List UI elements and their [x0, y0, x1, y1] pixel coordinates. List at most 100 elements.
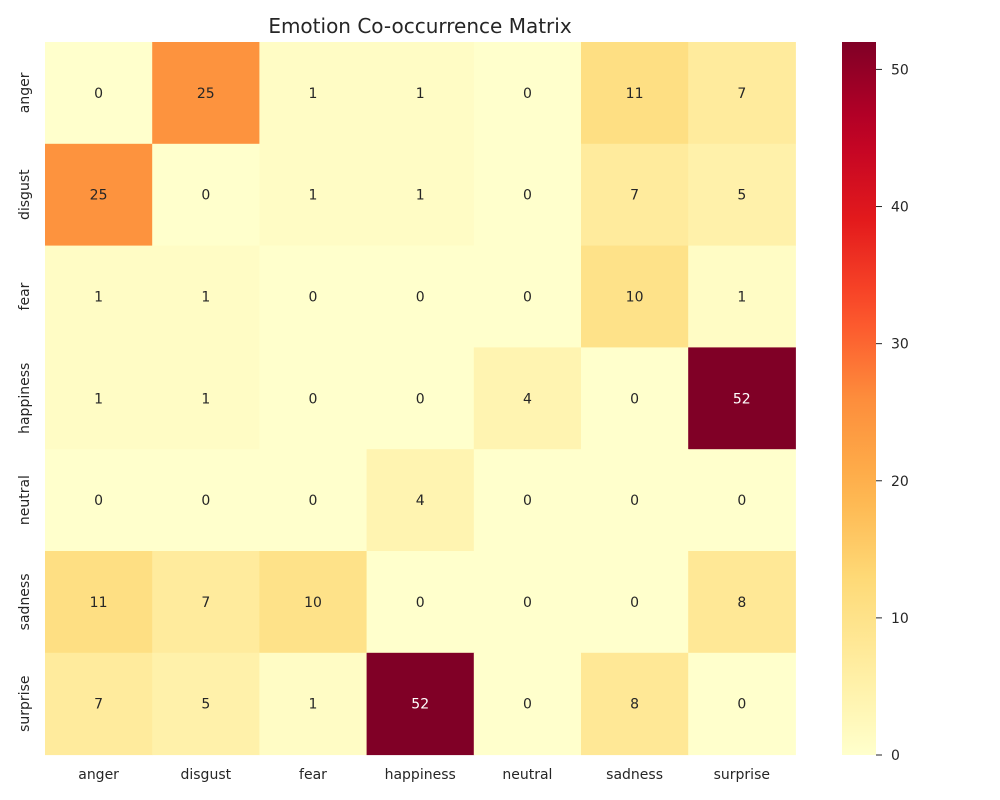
heatmap-cell-surprise-anger [45, 652, 153, 756]
colorbar-tick-label: 20 [891, 474, 909, 490]
heatmap-cell-fear-neutral [473, 245, 582, 348]
colorbar-tick-label: 0 [891, 748, 900, 764]
heatmap-cell-disgust-disgust [152, 143, 260, 247]
heatmap-cell-happiness-neutral [473, 347, 582, 450]
heatmap-cell-fear-disgust [152, 245, 260, 348]
chart-title: Emotion Co-occurrence Matrix [268, 14, 572, 38]
cell-value-label: 0 [94, 493, 103, 509]
heatmap-cell-disgust-anger [45, 143, 153, 247]
x-tick-label-fear: fear [299, 767, 327, 783]
cell-value-label: 0 [630, 391, 639, 407]
heatmap-cell-happiness-sadness [581, 347, 689, 450]
cell-value-label: 8 [737, 595, 746, 611]
x-tick-label-surprise: surprise [714, 767, 770, 783]
heatmap-cell-sadness-happiness [366, 551, 475, 654]
cell-value-label: 1 [416, 86, 425, 102]
heatmap-cell-anger-sadness [581, 42, 689, 145]
cell-value-label: 7 [737, 86, 746, 102]
heatmap-cell-disgust-happiness [366, 143, 475, 247]
cell-value-label: 0 [630, 493, 639, 509]
heatmap-cell-happiness-anger [45, 347, 153, 450]
heatmap-cell-anger-neutral [473, 42, 582, 145]
y-tick-label-happiness: happiness [17, 363, 33, 434]
colorbar-tick-label: 40 [891, 200, 909, 216]
x-tick-label-anger: anger [78, 767, 119, 783]
heatmap-cell-surprise-fear [259, 652, 368, 756]
cell-value-label: 0 [630, 595, 639, 611]
heatmap-cell-neutral-fear [259, 449, 368, 552]
heatmap-cell-happiness-fear [259, 347, 368, 450]
cell-value-label: 7 [630, 188, 639, 204]
cell-value-label: 1 [309, 188, 318, 204]
heatmap-cell-disgust-fear [259, 143, 368, 247]
cell-value-label: 25 [197, 86, 215, 102]
heatmap-cells: 0 25 1 1 0 11 725 0 1 1 0 7 51 1 0 0 0 10 11 1 0 0 4 0 520 0 0 4 0 0 0… [45, 42, 796, 756]
heatmap-cell-fear-happiness [366, 245, 475, 348]
heatmap-cell-sadness-neutral [473, 551, 582, 654]
heatmap-cell-anger-disgust [152, 42, 260, 145]
cell-value-label: 0 [416, 290, 425, 306]
cell-value-label: 0 [523, 188, 532, 204]
heatmap-cell-surprise-sadness [581, 652, 689, 756]
heatmap-cell-disgust-sadness [581, 143, 689, 247]
cell-value-label: 0 [94, 86, 103, 102]
heatmap-cell-disgust-neutral [473, 143, 582, 247]
heatmap-cell-surprise-disgust [152, 652, 260, 756]
cell-value-label: 10 [304, 595, 322, 611]
cell-value-label: 5 [201, 697, 210, 713]
heatmap-cell-surprise-surprise [688, 652, 796, 756]
y-tick-label-anger: anger [17, 72, 33, 113]
heatmap-cell-happiness-surprise [688, 347, 796, 450]
x-tick-label-neutral: neutral [502, 767, 552, 783]
cell-value-label: 0 [416, 391, 425, 407]
cell-value-label: 25 [90, 188, 108, 204]
y-tick-label-disgust: disgust [17, 169, 33, 220]
cell-value-label: 11 [626, 86, 644, 102]
heatmap-cell-surprise-happiness [366, 652, 475, 756]
cell-value-label: 1 [94, 290, 103, 306]
cell-value-label: 0 [523, 697, 532, 713]
heatmap-cell-anger-surprise [688, 42, 796, 145]
colorbar-tick-label: 50 [891, 62, 909, 78]
cell-value-label: 0 [523, 290, 532, 306]
cell-value-label: 1 [416, 188, 425, 204]
heatmap-cell-sadness-sadness [581, 551, 689, 654]
cell-value-label: 1 [309, 86, 318, 102]
y-tick-label-neutral: neutral [17, 475, 33, 525]
heatmap-cell-sadness-disgust [152, 551, 260, 654]
colorbar-gradient [842, 42, 876, 755]
cell-value-label: 0 [201, 188, 210, 204]
y-tick-label-surprise: surprise [17, 676, 33, 732]
heatmap-cell-surprise-neutral [473, 652, 582, 756]
heatmap-cell-sadness-surprise [688, 551, 796, 654]
cell-value-label: 1 [94, 391, 103, 407]
cell-value-label: 10 [626, 290, 644, 306]
cell-value-label: 0 [737, 697, 746, 713]
cell-value-label: 1 [309, 697, 318, 713]
cell-value-label: 7 [94, 697, 103, 713]
cell-value-label: 4 [416, 493, 425, 509]
cell-value-label: 0 [737, 493, 746, 509]
y-tick-label-sadness: sadness [17, 573, 33, 630]
heatmap-cell-neutral-happiness [366, 449, 475, 552]
cell-value-label: 8 [630, 697, 639, 713]
heatmap-cell-neutral-disgust [152, 449, 260, 552]
cell-value-label: 0 [309, 391, 318, 407]
heatmap-cell-anger-fear [259, 42, 368, 145]
heatmap-cell-sadness-fear [259, 551, 368, 654]
heatmap-cell-fear-fear [259, 245, 368, 348]
heatmap-cell-fear-surprise [688, 245, 796, 348]
x-axis-ticks: anger disgust fear happiness neutral sadness s… [78, 767, 770, 783]
cell-value-label: 1 [737, 290, 746, 306]
heatmap-cell-happiness-happiness [366, 347, 475, 450]
heatmap-cell-sadness-anger [45, 551, 153, 654]
y-axis-ticks: anger disgust fear happiness neutral sadness s… [17, 72, 33, 732]
heatmap-cell-disgust-surprise [688, 143, 796, 247]
cell-value-label: 0 [201, 493, 210, 509]
cell-value-label: 0 [309, 493, 318, 509]
heatmap-cell-anger-anger [45, 42, 153, 145]
cell-value-label: 0 [416, 595, 425, 611]
colorbar: 0 10 20 30 40 50 [842, 42, 909, 764]
heatmap-cell-anger-happiness [366, 42, 475, 145]
